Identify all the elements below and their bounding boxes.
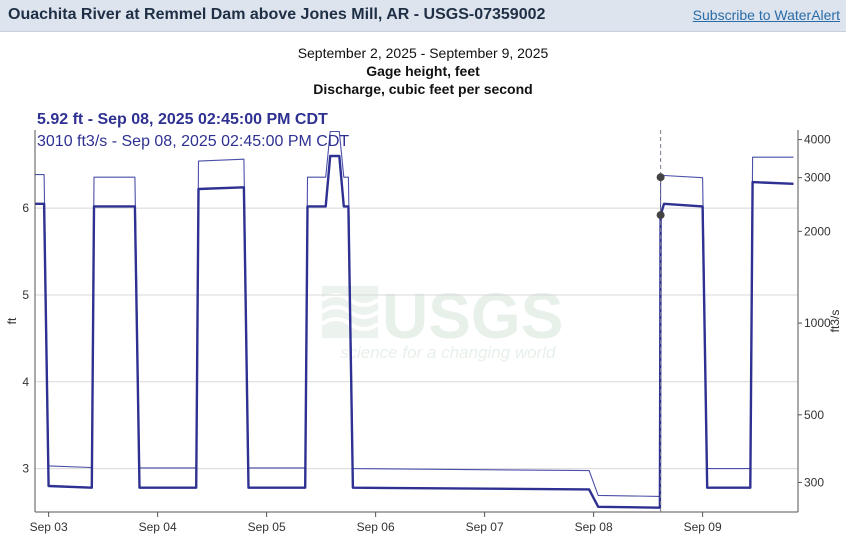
y-right-tick-label: 300 [804,475,824,489]
x-tick-label: Sep 07 [466,520,504,534]
cursor-layer [656,130,665,512]
date-range: September 2, 2025 - September 9, 2025 [297,45,549,61]
station-title: Ouachita River at Remmel Dam above Jones… [8,6,546,23]
cursor-point-discharge [656,173,665,182]
watermark-logo-text: USGS [382,280,563,352]
y-right-tick-label: 3000 [804,171,831,185]
y-axis-label-right: ft3/s [828,310,842,333]
discharge-readout: 3010 ft3/s - Sep 08, 2025 02:45:00 PM CD… [37,133,350,150]
y-right-tick-label: 500 [804,408,824,422]
x-tick-label: Sep 08 [575,520,613,534]
x-tick-label: Sep 05 [248,520,286,534]
x-tick-label: Sep 04 [139,520,177,534]
y-left-tick-label: 3 [22,462,29,476]
chart-title-discharge: Discharge, cubic feet per second [313,81,533,97]
series-layer [35,130,794,509]
gage-readout: 5.92 ft - Sep 08, 2025 02:45:00 PM CDT [37,111,328,128]
axes: 3 4 5 6 300 500 1000 2000 3000 4000 Sep 03 Sep 04 Se… [22,130,831,534]
x-tick-label: Sep 06 [357,520,395,534]
y-left-tick-label: 6 [22,201,29,215]
y-right-tick-label: 2000 [804,224,831,238]
y-axis-label-left: ft [5,317,19,324]
chart-header: September 2, 2025 - September 9, 2025 Ga… [0,44,846,98]
cursor-point-gage [656,211,665,220]
watermark-tagline: science for a changing world [340,343,556,362]
gage-height-line [35,154,794,509]
top-bar: Ouachita River at Remmel Dam above Jones… [0,0,846,32]
usgs-watermark: USGS science for a changing world [320,280,563,362]
x-tick-label: Sep 03 [30,520,68,534]
y-right-tick-label: 4000 [804,133,831,147]
subscribe-wateralert-link[interactable]: Subscribe to WaterAlert [692,7,840,23]
x-tick-label: Sep 09 [684,520,722,534]
y-right-tick-label: 1000 [804,316,831,330]
chart-title-gage: Gage height, feet [366,63,480,79]
discharge-line [35,130,794,497]
y-left-tick-label: 5 [22,288,29,302]
y-left-tick-label: 4 [22,375,29,389]
